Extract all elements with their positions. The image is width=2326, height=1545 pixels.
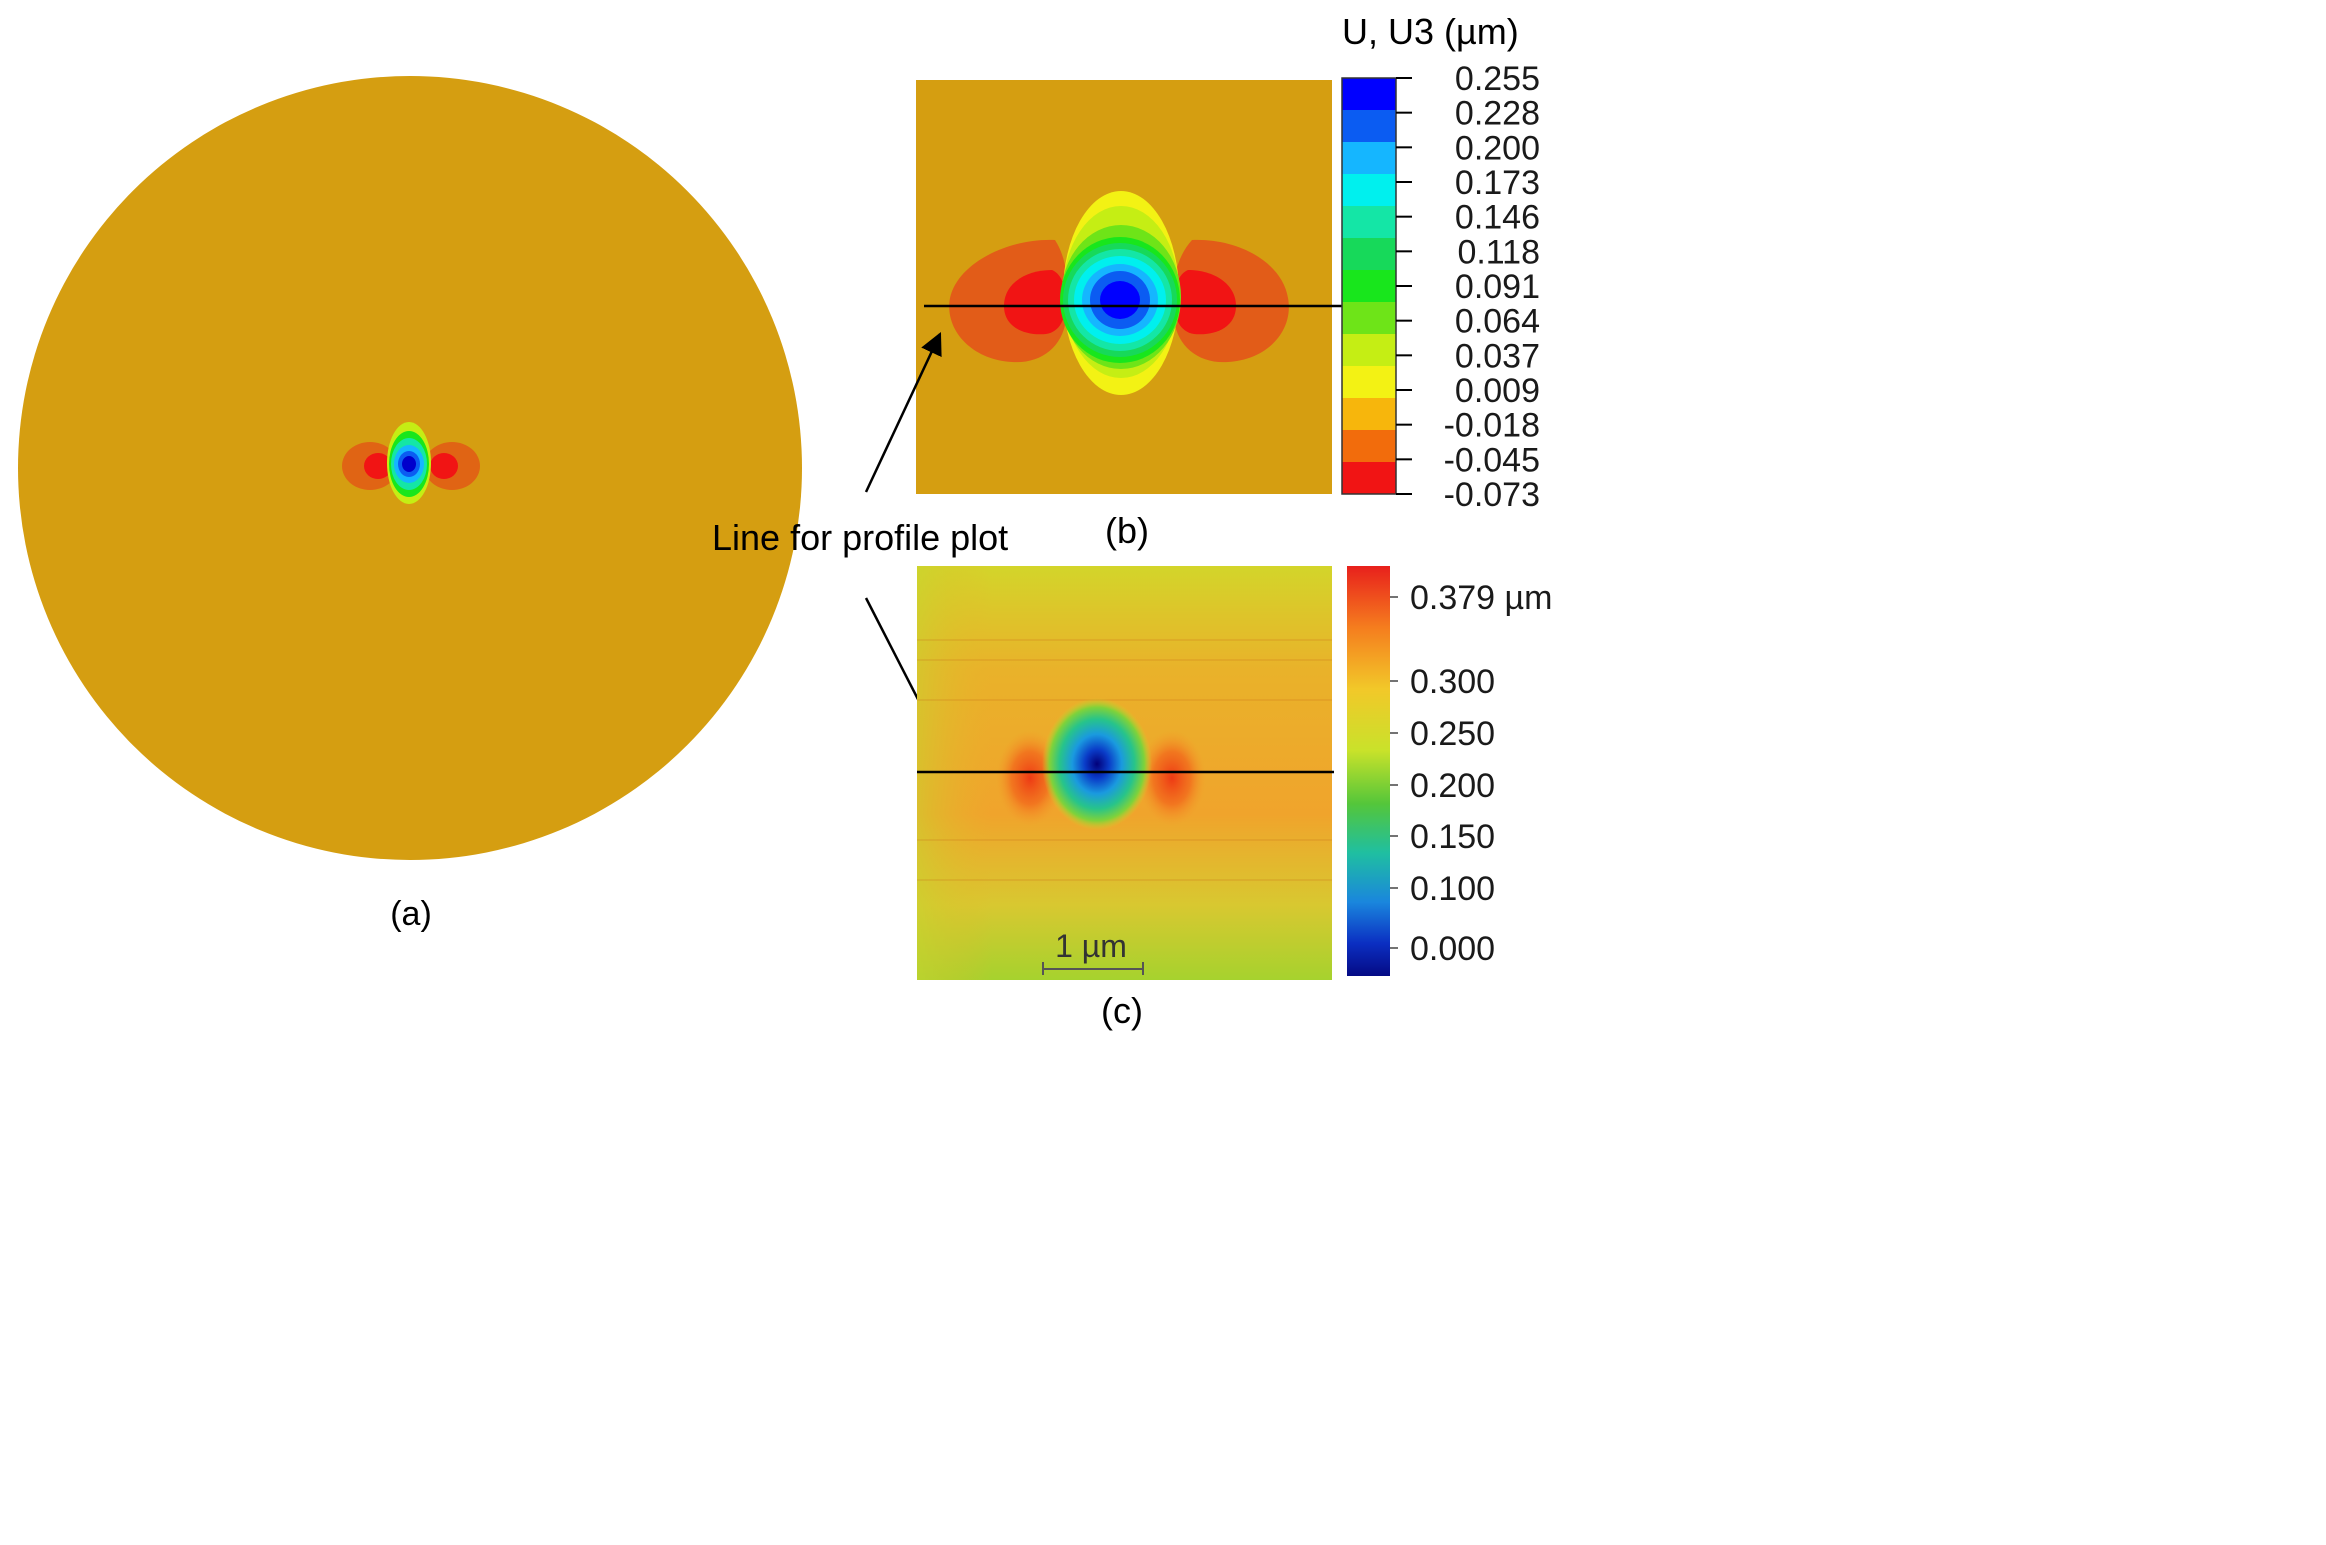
legend-band xyxy=(1342,110,1396,143)
afm-colorbar-ticks xyxy=(1390,596,1398,949)
legend-band xyxy=(1342,302,1396,335)
legend-value: 0.037 xyxy=(1455,337,1540,375)
legend-band xyxy=(1342,142,1396,175)
colorbar-label: 0.250 xyxy=(1410,715,1495,753)
legend-value: 0.228 xyxy=(1455,95,1540,133)
legend-value: -0.073 xyxy=(1444,476,1540,514)
legend-band xyxy=(1342,238,1396,271)
afm-scan-lines xyxy=(917,639,1332,881)
scale-bar-label: 1 µm xyxy=(1055,928,1127,964)
legend-band xyxy=(1342,398,1396,431)
annotation-text: Line for profile plot xyxy=(712,517,1008,558)
legend-value: 0.146 xyxy=(1455,199,1540,237)
caption-c: (c) xyxy=(1101,990,1143,1031)
legend-band xyxy=(1342,78,1396,111)
legend-band xyxy=(1342,206,1396,239)
indent-contours-small xyxy=(342,422,480,504)
legend-value: 0.064 xyxy=(1455,303,1540,341)
legend-value: -0.018 xyxy=(1444,407,1540,445)
afm-indent xyxy=(1042,698,1152,830)
legend-value: 0.200 xyxy=(1455,129,1540,167)
legend-value: 0.009 xyxy=(1455,372,1540,410)
legend-band xyxy=(1342,334,1396,367)
colorbar-label: 0.300 xyxy=(1410,663,1495,701)
legend-value: 0.118 xyxy=(1457,233,1540,271)
legend-band xyxy=(1342,270,1396,303)
legend-bands xyxy=(1341,77,1397,495)
colorbar-label: 0.150 xyxy=(1410,818,1495,856)
afm-colorbar xyxy=(1347,566,1390,976)
panel-b: U, U3 (µm) 0.2550.2280.2000.1730.1460.11… xyxy=(916,11,1540,551)
legend-band xyxy=(1342,430,1396,463)
caption-a: (a) xyxy=(390,895,432,933)
afm-pileup-right xyxy=(1138,730,1206,826)
legend-value: 0.255 xyxy=(1455,60,1540,98)
panel-a: (a) xyxy=(18,76,802,933)
legend-value: 0.091 xyxy=(1455,268,1540,306)
legend-title: U, U3 (µm) xyxy=(1342,11,1519,52)
legend-labels: 0.2550.2280.2000.1730.1460.1180.0910.064… xyxy=(1444,60,1540,514)
colorbar-label: 0.379 µm xyxy=(1410,579,1552,617)
legend-value: -0.045 xyxy=(1444,441,1540,479)
caption-b: (b) xyxy=(1105,510,1149,551)
legend-value: 0.173 xyxy=(1455,164,1540,202)
colorbar-label: 0.000 xyxy=(1410,930,1495,968)
fem-contours xyxy=(949,191,1289,395)
colorbar-label: 0.100 xyxy=(1410,870,1495,908)
annotation-arrow-up xyxy=(864,331,942,493)
scale-bar: 1 µm xyxy=(1042,928,1144,975)
panel-c: 1 µm 0.379 µm0.3000.2500.2000.1500.1000.… xyxy=(917,566,1552,1031)
colorbar-label: 0.200 xyxy=(1410,767,1495,805)
legend-band xyxy=(1342,174,1396,207)
legend-ticks xyxy=(1396,77,1412,495)
afm-colorbar-labels: 0.379 µm 0.300 0.250 0.200 0.150 0.100 0.000 xyxy=(1410,579,1552,968)
legend-band xyxy=(1342,366,1396,399)
legend-band xyxy=(1342,462,1396,495)
